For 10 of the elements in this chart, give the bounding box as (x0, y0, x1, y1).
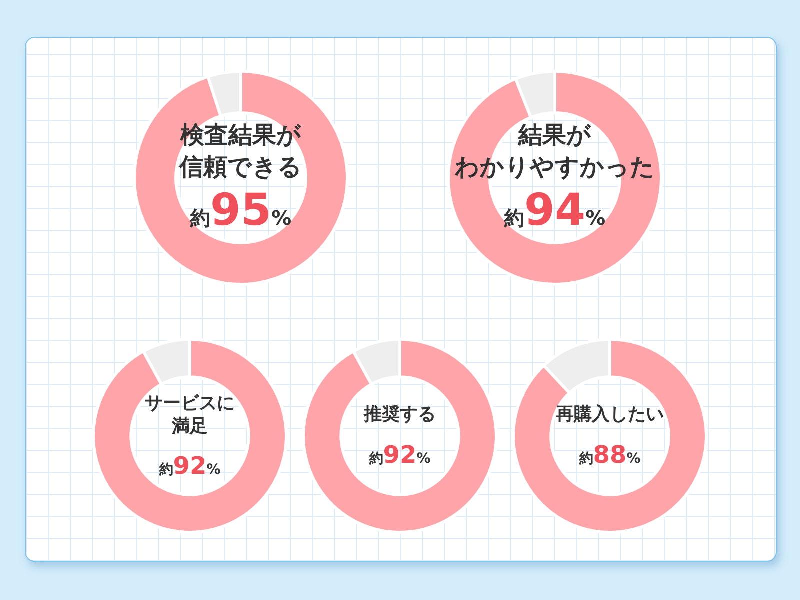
data-label: 約88% (579, 440, 641, 469)
data-label: 約92% (159, 452, 221, 480)
data-label: 約94% (504, 184, 606, 236)
text: 推奨する (364, 403, 436, 427)
data-label: 約95% (190, 184, 292, 236)
data-label: 約92% (369, 440, 431, 469)
text: 再購入したい (556, 403, 664, 427)
text: 結果がわかりやすかった (455, 120, 655, 182)
text: 検査結果が信頼できる (180, 120, 302, 182)
text: サービスに満足 (145, 392, 235, 438)
